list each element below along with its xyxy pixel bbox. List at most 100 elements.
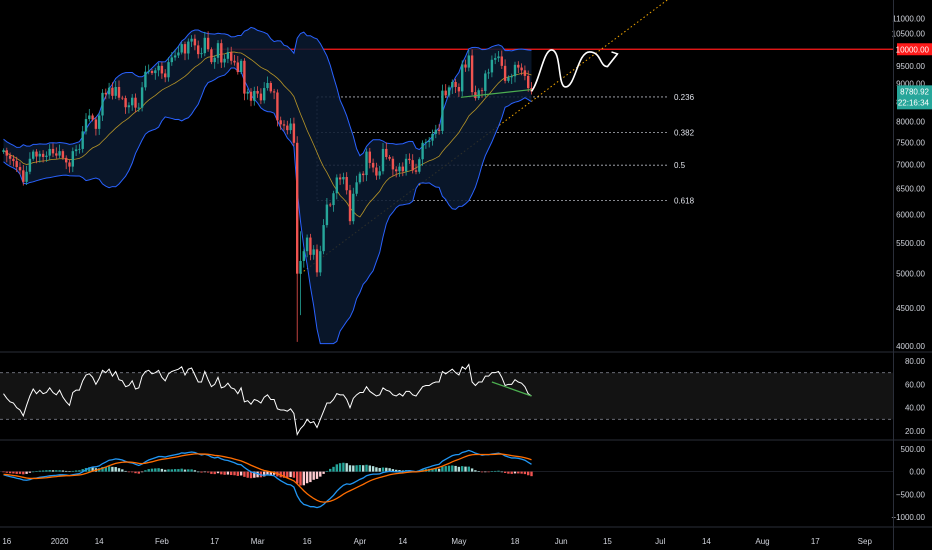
candle-body: [362, 173, 365, 176]
candle-body: [398, 166, 401, 172]
macd-histogram-bar: [38, 470, 41, 472]
x-tick-label: 14: [95, 537, 104, 546]
macd-histogram-bar: [173, 469, 177, 472]
macd-tick-label: 500.00: [901, 445, 926, 454]
candle-body: [269, 83, 272, 92]
macd-histogram-bar: [398, 470, 401, 472]
macd-histogram-bar: [5, 471, 8, 473]
candle-body: [276, 92, 279, 121]
candle-body: [503, 65, 507, 81]
rsi-tick-label: 60.00: [905, 380, 926, 389]
candle-body: [190, 38, 193, 42]
candle-body: [461, 64, 464, 92]
candle-body: [210, 49, 213, 63]
candle-body: [226, 52, 230, 59]
candle-body: [434, 129, 437, 134]
price-tick-label: 7500.00: [896, 138, 925, 147]
macd-histogram-bar: [269, 471, 272, 476]
macd-histogram-bar: [124, 470, 127, 472]
candle-body: [147, 71, 150, 72]
macd-histogram-bar: [451, 465, 454, 472]
macd-histogram-bar: [454, 465, 457, 472]
candle-body: [484, 73, 487, 92]
signal-line: [3, 453, 532, 503]
candle-body: [332, 193, 335, 206]
candle-body: [32, 151, 35, 159]
candle-body: [101, 92, 104, 116]
macd-histogram-bar: [131, 471, 134, 473]
candle-body: [137, 107, 140, 109]
candle-body: [81, 131, 84, 149]
macd-histogram-bar: [395, 469, 398, 472]
candle-body: [480, 90, 484, 92]
candle-body: [312, 249, 315, 255]
macd-histogram-bar: [470, 468, 474, 472]
candle-body: [216, 43, 220, 58]
macd-histogram-bar: [388, 468, 391, 472]
macd-histogram-bar: [292, 471, 296, 478]
candle-body: [296, 142, 299, 274]
candle-body: [371, 162, 375, 168]
price-tick-label: 6500.00: [896, 185, 925, 194]
rsi-panel: [0, 363, 893, 436]
x-tick-label: 17: [210, 537, 219, 546]
candle-body: [170, 57, 173, 63]
candle-body: [302, 251, 305, 261]
candle-body: [513, 64, 517, 77]
macd-histogram-bar: [513, 471, 517, 474]
macd-histogram-bar: [220, 471, 223, 475]
macd-histogram-bar: [144, 470, 147, 472]
macd-histogram-bar: [88, 467, 91, 472]
macd-histogram-bar: [8, 471, 12, 474]
macd-histogram-bar: [117, 468, 121, 472]
macd-histogram-bar: [177, 469, 180, 472]
macd-histogram-bar: [164, 469, 167, 472]
candle-body: [183, 44, 187, 54]
candle-body: [243, 60, 246, 94]
macd-histogram-bar: [121, 469, 124, 472]
macd-histogram-bar: [226, 471, 230, 475]
candle-body: [121, 97, 124, 99]
candle-body: [451, 81, 454, 88]
x-tick-label: 18: [511, 537, 520, 546]
candle-body: [342, 176, 345, 180]
candle-body: [127, 105, 131, 108]
price-tick-label: 10500.00: [892, 29, 926, 38]
macd-histogram-bar: [137, 471, 140, 474]
fib-label-0.382: 0.382: [674, 129, 695, 138]
macd-histogram-bar: [375, 467, 378, 472]
candle-body: [157, 65, 160, 71]
macd-histogram-bar: [315, 471, 319, 479]
candle-body: [470, 55, 474, 93]
macd-histogram-bar: [170, 469, 173, 472]
candle-body: [51, 148, 55, 154]
macd-histogram-bar: [332, 466, 335, 472]
macd-tick-label: −1000.00: [891, 513, 925, 522]
x-tick-label: Sep: [858, 537, 873, 546]
candle-body: [78, 148, 81, 150]
candle-body: [230, 52, 233, 61]
macd-histogram-bar: [78, 470, 81, 472]
macd-histogram-bar: [150, 468, 154, 472]
x-axis-labels: 16 2020 14 Feb 17 Mar 16 Apr 14 May 18 Jun 15 Jul 14 Au…: [2, 537, 872, 546]
candle-body: [35, 151, 38, 157]
candle-body: [236, 62, 239, 73]
macd-histogram-bar: [68, 471, 71, 472]
candle-body: [22, 170, 25, 182]
price-tick-label: 7000.00: [896, 161, 925, 170]
candle-body: [408, 158, 411, 161]
candle-body: [41, 153, 45, 157]
macd-histogram-bar: [444, 466, 447, 472]
macd-histogram-bar: [65, 470, 68, 472]
macd-histogram-bar: [352, 465, 355, 472]
candle-body: [404, 158, 408, 172]
macd-histogram-bar: [447, 465, 451, 472]
candle-body: [368, 151, 371, 163]
projection-path: [530, 49, 619, 92]
candle-body: [173, 55, 177, 58]
candle-body: [437, 129, 441, 131]
candle-body: [282, 124, 286, 126]
price-tick-label: 9500.00: [896, 62, 925, 71]
